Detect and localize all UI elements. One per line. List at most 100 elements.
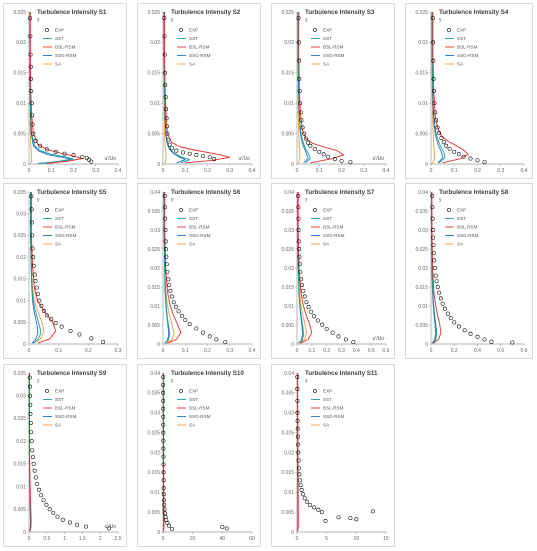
x-tick-label: 0	[162, 536, 165, 542]
legend-label: SA	[189, 62, 196, 67]
exp-point	[453, 150, 456, 153]
x-tick-label: 0	[296, 536, 299, 542]
y-tick-label: 0.025	[147, 430, 160, 436]
exp-point	[305, 500, 308, 503]
exp-point	[444, 144, 447, 147]
chart-title: Turbulence Intensity S6	[171, 189, 241, 196]
x-tick-label: 0.2	[70, 168, 77, 174]
exp-point	[32, 462, 35, 465]
exp-point	[31, 449, 34, 452]
exp-point	[313, 147, 316, 150]
exp-point	[48, 508, 51, 511]
exp-point	[344, 338, 347, 341]
legend-label: SST	[55, 216, 64, 221]
legend-label: BSL-RSM	[55, 225, 76, 230]
y-tick-label: 0.015	[281, 285, 294, 291]
exp-point	[169, 289, 172, 292]
exp-point	[349, 160, 352, 163]
x-tick-label: 0.5	[43, 536, 50, 542]
x-tick-label: 10	[354, 536, 360, 542]
exp-point	[68, 521, 71, 524]
legend-label: BSL-RSM	[189, 406, 210, 411]
exp-point	[301, 493, 304, 496]
exp-point	[35, 286, 38, 289]
x-axis-label: u'/Uo	[372, 156, 384, 162]
exp-point	[36, 292, 39, 295]
exp-point	[188, 152, 191, 155]
exp-point	[60, 325, 63, 328]
chart-title: Turbulence Intensity S2	[171, 9, 241, 16]
x-tick-label: 0	[162, 168, 165, 174]
x-tick-label: 0.3	[92, 168, 99, 174]
exp-point	[174, 305, 177, 308]
y-tick-label: 0.015	[13, 71, 26, 77]
y-tick-label: 0.015	[415, 71, 428, 77]
series-line-bsl-rsm	[298, 192, 312, 343]
series-line-bsl-rsm	[30, 12, 82, 163]
exp-point	[170, 146, 173, 149]
exp-point	[318, 150, 321, 153]
exp-point	[307, 305, 310, 308]
legend-marker-exp	[45, 208, 48, 211]
y-tick-label: 0	[291, 342, 294, 348]
y-tick-label: 0.02	[16, 255, 26, 261]
x-tick-label: 1.5	[79, 536, 86, 542]
legend-label: SST	[323, 216, 332, 221]
exp-point	[448, 147, 451, 150]
exp-point	[30, 439, 33, 442]
y-tick-label: 0	[157, 162, 160, 168]
exp-point	[340, 159, 343, 162]
x-tick-label: 0.3	[360, 168, 367, 174]
y-tick-label: 0.035	[13, 190, 26, 196]
y-tick-label: 0.025	[281, 247, 294, 253]
legend-marker-exp	[179, 28, 182, 31]
exp-point	[490, 340, 493, 343]
y-tick-label: 0.03	[16, 394, 26, 400]
series-line-sst	[164, 12, 189, 163]
x-tick-label: 0.4	[249, 348, 256, 354]
y-tick-label: 0	[23, 162, 26, 168]
y-tick-label: 0.01	[150, 101, 160, 107]
exp-point	[34, 279, 37, 282]
exp-point	[54, 321, 57, 324]
y-tick-label: 0.025	[147, 10, 160, 16]
legend-label: SA	[55, 62, 62, 67]
legend-label: EXP	[189, 389, 198, 394]
exp-point	[177, 310, 180, 313]
y-axis-label: y	[171, 197, 174, 203]
legend-label: EXP	[323, 208, 332, 213]
exp-point	[180, 314, 183, 317]
exp-point	[371, 510, 374, 513]
legend-label: BSL-RSM	[55, 406, 76, 411]
legend-marker-exp	[179, 389, 182, 392]
legend-label: SSG-RSM	[55, 53, 77, 58]
legend-marker-exp	[447, 208, 450, 211]
y-tick-label: 0.01	[418, 101, 428, 107]
y-tick-label: 0.04	[150, 371, 160, 377]
y-axis-label: y	[37, 197, 40, 203]
y-tick-label: 0.035	[147, 209, 160, 215]
x-tick-label: 0	[28, 348, 31, 354]
legend-label: SSG-RSM	[55, 233, 77, 238]
y-tick-label: 0.02	[418, 40, 428, 46]
legend-label: BSL-RSM	[323, 45, 344, 50]
exp-point	[181, 151, 184, 154]
exp-point	[84, 525, 87, 528]
y-tick-label: 0.03	[284, 411, 294, 417]
legend-label: BSL-RSM	[457, 45, 478, 50]
exp-point	[56, 515, 59, 518]
x-tick-label: 0.3	[226, 168, 233, 174]
legend-label: SST	[457, 216, 466, 221]
y-tick-label: 0.03	[150, 411, 160, 417]
exp-point	[201, 154, 204, 157]
x-tick-label: 0.4	[474, 348, 481, 354]
x-tick-label: 2	[99, 536, 102, 542]
